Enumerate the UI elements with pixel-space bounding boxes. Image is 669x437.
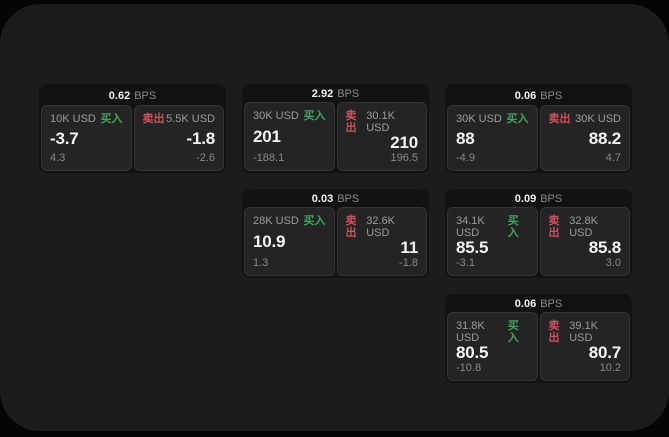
sell-price: 80.7 (588, 343, 621, 362)
buy-price: 201 (253, 127, 281, 146)
buy-panel[interactable]: 30K USD 买入 201 -188.1 (244, 102, 335, 171)
buy-panel[interactable]: 28K USD 买入 10.9 1.3 (244, 207, 335, 276)
bps-unit-label: BPS (540, 193, 563, 205)
buy-amount: 30K USD (253, 110, 299, 122)
sell-side-label: 卖出 (345, 215, 357, 239)
buy-delta: -3.1 (456, 257, 475, 269)
buy-amount: 10K USD (50, 113, 96, 125)
bps-value: 0.06 (514, 89, 537, 102)
buy-side-label: 买入 (507, 215, 519, 239)
sell-price: 210 (390, 133, 418, 152)
buy-side-label: 买入 (303, 110, 326, 122)
buy-panel[interactable]: 10K USD 买入 -3.7 4.3 (41, 105, 132, 171)
buy-panel[interactable]: 34.1K USD 买入 85.5 -3.1 (447, 207, 538, 276)
quote-panels: 34.1K USD 买入 85.5 -3.1 卖出 32.8K USD 85.8… (447, 207, 630, 276)
buy-amount: 28K USD (253, 215, 299, 227)
sell-side-label: 卖出 (142, 113, 165, 125)
sell-side-label: 卖出 (548, 320, 560, 344)
sell-delta: 196.5 (390, 152, 418, 164)
quote-panels: 30K USD 买入 88 -4.9 卖出 30K USD 88.2 4.7 (447, 105, 630, 171)
quote-panels: 10K USD 买入 -3.7 4.3 卖出 5.5K USD -1.8 -2.… (41, 105, 224, 171)
buy-price: -3.7 (50, 128, 79, 148)
quote-panels: 28K USD 买入 10.9 1.3 卖出 32.6K USD 11 -1.8 (244, 207, 427, 276)
buy-side-label: 买入 (507, 320, 519, 344)
quote-card: 0.06 BPS 31.8K USD 买入 80.5 -10.8 卖出 39.1… (445, 294, 632, 383)
sell-delta: 10.2 (599, 362, 621, 374)
quote-card: 0.03 BPS 28K USD 买入 10.9 1.3 卖出 32.6K US… (242, 189, 429, 278)
sell-side-label: 卖出 (548, 113, 571, 125)
buy-delta: 1.3 (253, 257, 269, 269)
bps-unit-label: BPS (540, 298, 563, 310)
bps-unit-label: BPS (337, 193, 360, 205)
sell-panel[interactable]: 卖出 5.5K USD -1.8 -2.6 (133, 105, 224, 171)
sell-panel[interactable]: 卖出 30.1K USD 210 196.5 (336, 102, 427, 171)
quote-card: 0.62 BPS 10K USD 买入 -3.7 4.3 卖出 5.5K USD (39, 84, 226, 173)
sell-price: 85.8 (588, 238, 621, 257)
buy-side-label: 买入 (506, 113, 529, 125)
sell-panel[interactable]: 卖出 32.8K USD 85.8 3.0 (539, 207, 630, 276)
quote-cards-grid: 0.62 BPS 10K USD 买入 -3.7 4.3 卖出 5.5K USD (39, 84, 632, 383)
buy-delta: -4.9 (456, 152, 475, 164)
buy-amount: 30K USD (456, 113, 502, 125)
sell-price: 11 (400, 238, 418, 257)
buy-side-label: 买入 (303, 215, 326, 227)
sell-panel[interactable]: 卖出 30K USD 88.2 4.7 (539, 105, 630, 171)
bps-value: 0.06 (514, 298, 537, 310)
bps-unit-label: BPS (337, 88, 360, 100)
bps-value: 2.92 (311, 88, 334, 100)
bps-unit-label: BPS (540, 89, 563, 102)
sell-amount: 30K USD (575, 113, 621, 125)
bps-value: 0.09 (514, 193, 537, 205)
buy-price: 10.9 (253, 232, 286, 251)
buy-amount: 31.8K USD (456, 320, 485, 344)
sell-side-label: 卖出 (345, 110, 357, 134)
app-window: 0.62 BPS 10K USD 买入 -3.7 4.3 卖出 5.5K USD (0, 4, 669, 431)
sell-price: 88.2 (588, 128, 621, 148)
buy-delta: -188.1 (253, 152, 285, 164)
buy-panel[interactable]: 30K USD 买入 88 -4.9 (447, 105, 538, 171)
quote-card: 0.09 BPS 34.1K USD 买入 85.5 -3.1 卖出 32.8K… (445, 189, 632, 278)
card-header: 0.09 BPS (447, 191, 630, 207)
card-header: 2.92 BPS (244, 86, 427, 102)
buy-panel[interactable]: 31.8K USD 买入 80.5 -10.8 (447, 312, 538, 381)
sell-side-label: 卖出 (548, 215, 560, 239)
sell-panel[interactable]: 卖出 39.1K USD 80.7 10.2 (539, 312, 630, 381)
bps-value: 0.03 (311, 193, 334, 205)
sell-amount: 30.1K USD (366, 110, 395, 134)
quote-panels: 30K USD 买入 201 -188.1 卖出 30.1K USD 210 1… (244, 102, 427, 171)
bps-value: 0.62 (108, 89, 131, 102)
sell-amount: 32.8K USD (569, 215, 598, 239)
buy-delta: -10.8 (456, 362, 482, 374)
quote-card: 2.92 BPS 30K USD 买入 201 -188.1 卖出 30.1K … (242, 84, 429, 173)
sell-panel[interactable]: 卖出 32.6K USD 11 -1.8 (336, 207, 427, 276)
card-header: 0.06 BPS (447, 296, 630, 312)
buy-delta: 4.3 (50, 152, 66, 164)
buy-price: 88 (456, 128, 475, 148)
sell-amount: 32.6K USD (366, 215, 395, 239)
sell-delta: 3.0 (605, 257, 621, 269)
buy-price: 85.5 (456, 238, 489, 257)
card-header: 0.62 BPS (41, 86, 224, 105)
sell-delta: -1.8 (399, 257, 418, 269)
card-header: 0.06 BPS (447, 86, 630, 105)
quote-card: 0.06 BPS 30K USD 买入 88 -4.9 卖出 30K USD (445, 84, 632, 173)
sell-amount: 5.5K USD (166, 113, 215, 125)
sell-delta: -2.6 (196, 152, 215, 164)
buy-price: 80.5 (456, 343, 489, 362)
sell-delta: 4.7 (605, 152, 621, 164)
sell-amount: 39.1K USD (569, 320, 598, 344)
buy-amount: 34.1K USD (456, 215, 485, 239)
bps-unit-label: BPS (134, 89, 157, 102)
sell-price: -1.8 (186, 128, 216, 148)
buy-side-label: 买入 (100, 113, 123, 125)
card-header: 0.03 BPS (244, 191, 427, 207)
quote-panels: 31.8K USD 买入 80.5 -10.8 卖出 39.1K USD 80.… (447, 312, 630, 381)
